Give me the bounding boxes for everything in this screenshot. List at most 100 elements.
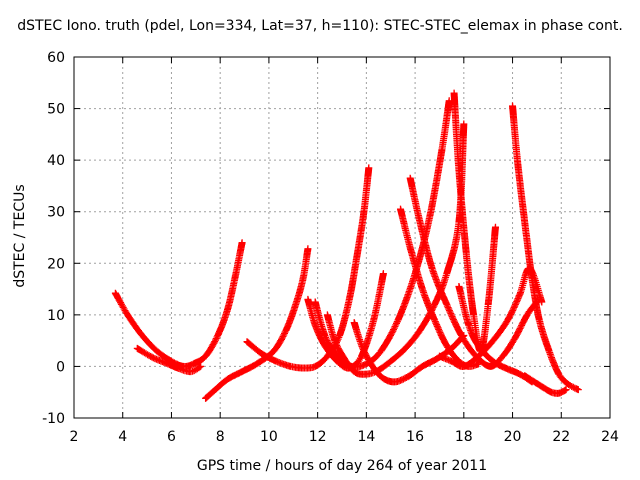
y-axis-label: dSTEC / TECUs (12, 184, 28, 288)
data-point (314, 324, 316, 326)
x-tick-label: 22 (552, 429, 570, 445)
data-point (226, 378, 229, 380)
data-point (373, 319, 375, 321)
series-markers (202, 245, 312, 402)
plot-frame (73, 56, 611, 419)
series-trace (304, 270, 387, 372)
data-point (326, 355, 328, 357)
data-point (567, 383, 570, 386)
data-point (353, 321, 355, 324)
data-point (463, 365, 465, 368)
data-point (114, 292, 117, 294)
data-point (365, 363, 367, 365)
data-point (543, 387, 545, 389)
data-point (324, 345, 326, 347)
data-point (548, 350, 550, 352)
data-point (514, 337, 516, 339)
y-tick-label: 0 (56, 359, 65, 375)
data-point (192, 363, 194, 365)
data-point (577, 389, 579, 391)
data-point (460, 334, 462, 337)
data-point (404, 347, 406, 349)
data-point (324, 334, 326, 337)
data-point (431, 267, 433, 270)
data-point (541, 301, 543, 303)
data-point (307, 298, 309, 300)
data-point (477, 345, 480, 347)
x-tick-label: 8 (216, 429, 225, 445)
data-point (141, 334, 143, 337)
x-axis-label: GPS time / hours of day 264 of year 2011 (196, 458, 488, 474)
data-point (492, 340, 494, 342)
data-point (326, 314, 328, 316)
data-point (307, 248, 309, 250)
data-point (336, 355, 338, 357)
data-point (246, 341, 248, 343)
data-point (468, 324, 470, 326)
data-point (441, 149, 443, 151)
data-point (390, 360, 392, 362)
data-point (453, 92, 455, 94)
data-point (458, 360, 460, 362)
data-point (285, 329, 287, 331)
series-trace (323, 120, 468, 378)
data-point (519, 293, 521, 295)
data-point (465, 252, 467, 254)
data-point (382, 273, 385, 275)
data-point (526, 314, 528, 316)
data-point (217, 334, 219, 337)
data-point (490, 365, 492, 368)
series-trace (397, 205, 482, 370)
data-point (165, 362, 168, 364)
data-point (275, 360, 277, 362)
x-tick-label: 18 (455, 429, 473, 445)
data-point (451, 360, 453, 362)
data-point (531, 278, 533, 280)
data-point (477, 363, 480, 365)
y-tick-label: 30 (47, 205, 65, 221)
data-point (550, 391, 553, 393)
data-point (190, 370, 192, 373)
data-point (136, 347, 138, 349)
data-point (256, 363, 258, 365)
data-point (565, 389, 567, 391)
data-point (261, 352, 263, 355)
x-tick-label: 24 (601, 429, 619, 445)
data-point (353, 370, 355, 373)
y-tick-label: 40 (47, 153, 65, 169)
data-point (492, 360, 494, 362)
data-point (436, 358, 438, 360)
data-point (314, 301, 316, 303)
y-tick-label: 10 (47, 308, 65, 324)
data-point (178, 367, 180, 370)
data-point (204, 355, 207, 357)
data-point (363, 373, 365, 375)
series-markers (509, 102, 582, 394)
data-point (409, 247, 411, 249)
data-point (419, 221, 421, 223)
data-point (494, 226, 497, 228)
data-point (368, 167, 370, 169)
data-point (295, 303, 297, 306)
data-point (397, 319, 399, 321)
data-point (356, 257, 358, 259)
data-point (458, 169, 460, 172)
data-point (348, 298, 350, 300)
data-point (477, 355, 480, 357)
data-point (156, 350, 158, 352)
data-point (507, 319, 509, 321)
data-point (458, 221, 460, 223)
data-point (343, 358, 346, 360)
data-point (558, 392, 560, 394)
data-point (448, 100, 450, 102)
x-tick-label: 20 (504, 429, 522, 445)
data-point (334, 340, 336, 342)
data-point (433, 303, 436, 306)
data-point (338, 334, 341, 337)
x-tick-label: 16 (406, 429, 424, 445)
data-point (241, 370, 243, 373)
data-point (458, 285, 460, 288)
data-point (380, 350, 382, 352)
data-point (409, 177, 411, 179)
data-point (533, 381, 536, 383)
